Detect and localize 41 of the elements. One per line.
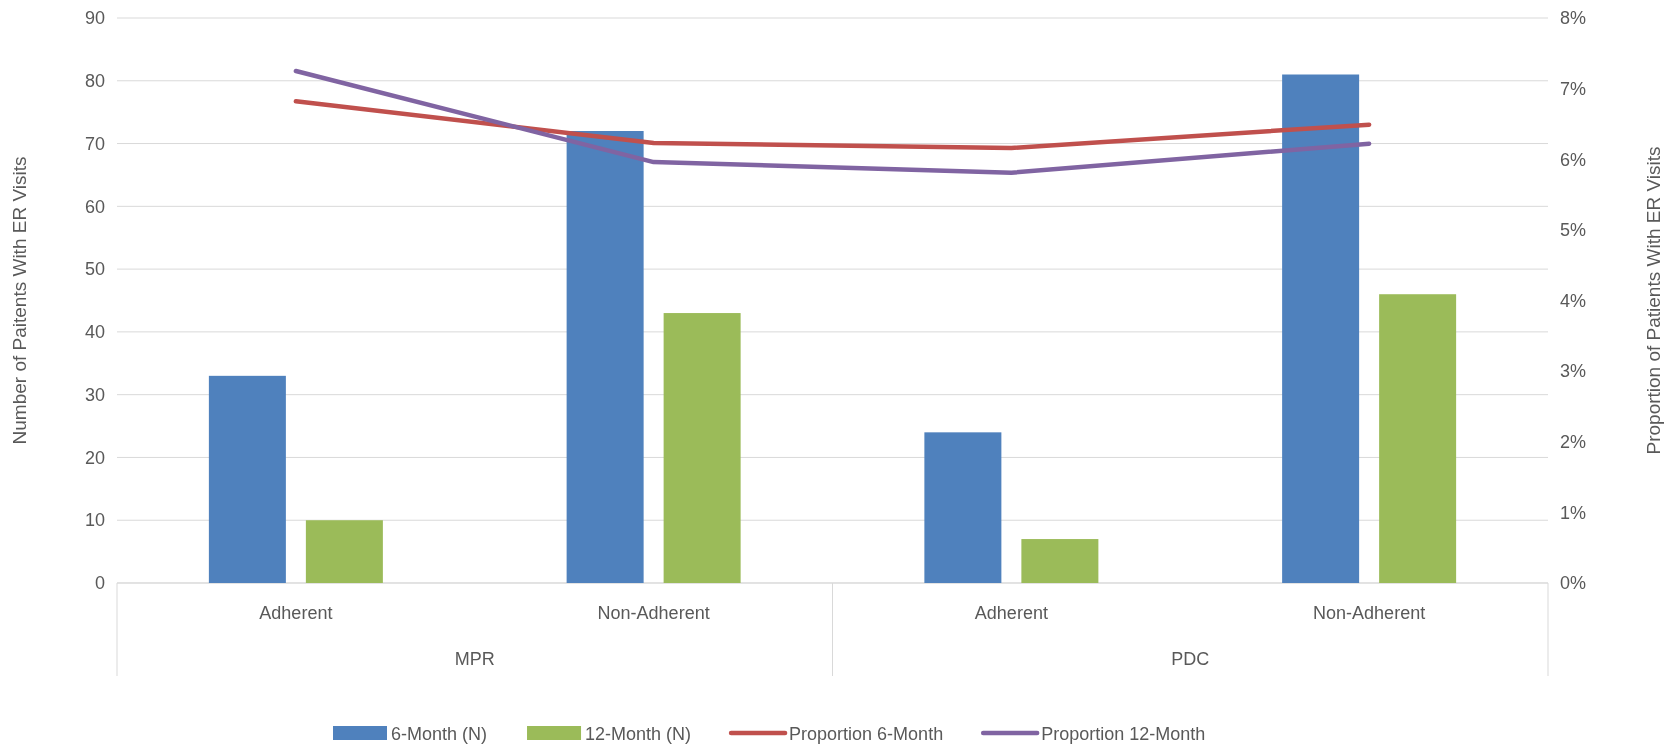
y-tick-label: 30 <box>84 384 105 405</box>
y2-tick-label: 1% <box>1560 502 1587 523</box>
y-tick-label: 60 <box>84 196 105 217</box>
bar <box>566 131 644 583</box>
y-tick-label: 50 <box>84 259 105 280</box>
y-tick-label: 40 <box>84 322 105 343</box>
line-series <box>293 99 1372 151</box>
y2-tick-label: 4% <box>1560 290 1587 311</box>
bar <box>1282 74 1360 583</box>
bar <box>663 313 741 583</box>
line-series <box>293 68 1372 175</box>
y-tick-label: 70 <box>84 133 105 154</box>
bar <box>208 375 286 583</box>
y-tick-label: 10 <box>84 510 105 531</box>
y-tick-label: 90 <box>84 8 105 29</box>
bar <box>924 432 1002 583</box>
bar <box>1379 294 1457 583</box>
text: MPR <box>454 649 495 669</box>
bar <box>305 520 383 583</box>
y-tick-label: 20 <box>84 447 105 468</box>
y2-tick-label: 8% <box>1560 8 1587 29</box>
y-tick-label: 80 <box>84 71 105 92</box>
y2-tick-label: 2% <box>1560 432 1587 453</box>
legend-label: Proportion 6-Month <box>789 724 944 744</box>
y2-tick-label: 5% <box>1560 220 1587 241</box>
legend-label: 12-Month (N) <box>585 724 692 744</box>
bar <box>1021 539 1099 583</box>
x-tick-label: Adherent <box>259 603 333 623</box>
y2-tick-label: 0% <box>1560 573 1587 594</box>
legend-label: Proportion 12-Month <box>1041 724 1206 744</box>
x-tick-label: Adherent <box>974 603 1048 623</box>
y-axis-title: Number of Paitents With ER Visits <box>9 156 30 445</box>
y2-tick-label: 7% <box>1560 78 1587 99</box>
y2-tick-label: 6% <box>1560 149 1587 170</box>
y2-axis-title: Proportion of Patients With ER Visits <box>1643 146 1664 455</box>
y2-tick-label: 3% <box>1560 361 1587 382</box>
text: PDC <box>1171 649 1210 669</box>
y-tick-label: 0 <box>94 573 105 594</box>
x-tick-label: Non-Adherent <box>1313 603 1426 623</box>
x-tick-label: Non-Adherent <box>597 603 710 623</box>
legend-label: 6-Month (N) <box>391 724 488 744</box>
